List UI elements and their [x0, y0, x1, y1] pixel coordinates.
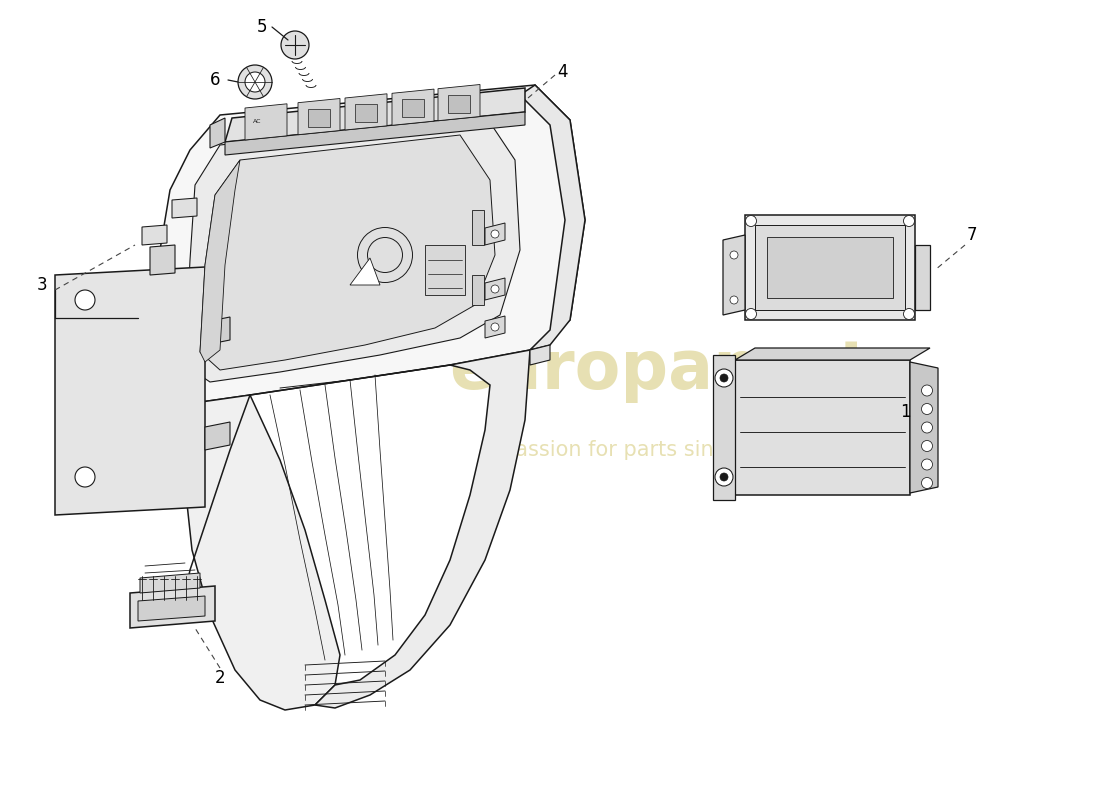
Circle shape: [720, 374, 728, 382]
Circle shape: [720, 473, 728, 481]
Circle shape: [922, 459, 933, 470]
Polygon shape: [226, 88, 525, 142]
Circle shape: [922, 422, 933, 433]
Circle shape: [280, 31, 309, 59]
Polygon shape: [315, 350, 530, 708]
Circle shape: [922, 478, 933, 489]
Circle shape: [746, 309, 757, 319]
Bar: [735, 360, 910, 495]
Text: 3: 3: [36, 276, 47, 294]
Text: 7: 7: [967, 226, 977, 244]
Circle shape: [491, 285, 499, 293]
Bar: [355, 104, 377, 122]
Bar: [402, 99, 424, 118]
Polygon shape: [915, 245, 930, 310]
Polygon shape: [530, 345, 550, 365]
Polygon shape: [392, 89, 434, 126]
Polygon shape: [142, 225, 167, 245]
Circle shape: [491, 323, 499, 331]
Polygon shape: [345, 94, 387, 130]
Bar: [425, 245, 465, 295]
Polygon shape: [205, 317, 230, 345]
Text: europaparts: europaparts: [450, 337, 911, 403]
Circle shape: [922, 385, 933, 396]
Circle shape: [238, 65, 272, 99]
Circle shape: [715, 369, 733, 387]
Text: 6: 6: [210, 71, 220, 89]
Polygon shape: [226, 112, 525, 155]
Polygon shape: [485, 278, 505, 300]
Polygon shape: [172, 198, 197, 218]
Bar: [755, 225, 905, 310]
Polygon shape: [185, 115, 520, 382]
Polygon shape: [150, 245, 175, 275]
Bar: [448, 94, 470, 113]
Polygon shape: [200, 160, 240, 362]
Circle shape: [730, 251, 738, 259]
Circle shape: [75, 467, 95, 487]
Circle shape: [922, 441, 933, 451]
Polygon shape: [485, 223, 505, 245]
Circle shape: [245, 72, 265, 92]
Polygon shape: [130, 586, 214, 628]
Polygon shape: [210, 118, 225, 148]
Circle shape: [903, 309, 914, 319]
Text: AC: AC: [253, 118, 262, 123]
Polygon shape: [520, 85, 585, 350]
Polygon shape: [180, 395, 340, 710]
Polygon shape: [200, 135, 495, 370]
Polygon shape: [485, 316, 505, 338]
Polygon shape: [155, 85, 585, 405]
Polygon shape: [205, 422, 230, 450]
Polygon shape: [438, 85, 480, 121]
Circle shape: [922, 403, 933, 414]
Polygon shape: [298, 98, 340, 134]
Polygon shape: [55, 267, 205, 515]
Polygon shape: [138, 596, 205, 621]
Polygon shape: [713, 355, 735, 500]
Text: 1: 1: [900, 403, 911, 421]
Circle shape: [903, 215, 914, 226]
Polygon shape: [723, 235, 745, 315]
Bar: [745, 215, 915, 320]
Text: 2: 2: [214, 669, 225, 687]
Text: passion for parts since 1955: passion for parts since 1955: [502, 440, 798, 460]
Circle shape: [491, 230, 499, 238]
Bar: [472, 275, 484, 305]
Polygon shape: [245, 104, 287, 140]
Circle shape: [746, 215, 757, 226]
Polygon shape: [910, 362, 938, 493]
Bar: [308, 109, 330, 126]
Circle shape: [75, 290, 95, 310]
Bar: [472, 210, 484, 245]
Text: 5: 5: [256, 18, 267, 36]
Polygon shape: [140, 573, 200, 593]
Polygon shape: [350, 258, 380, 285]
Circle shape: [715, 468, 733, 486]
Circle shape: [730, 296, 738, 304]
Polygon shape: [735, 348, 930, 360]
Bar: [767, 237, 893, 298]
Text: 4: 4: [557, 63, 568, 81]
